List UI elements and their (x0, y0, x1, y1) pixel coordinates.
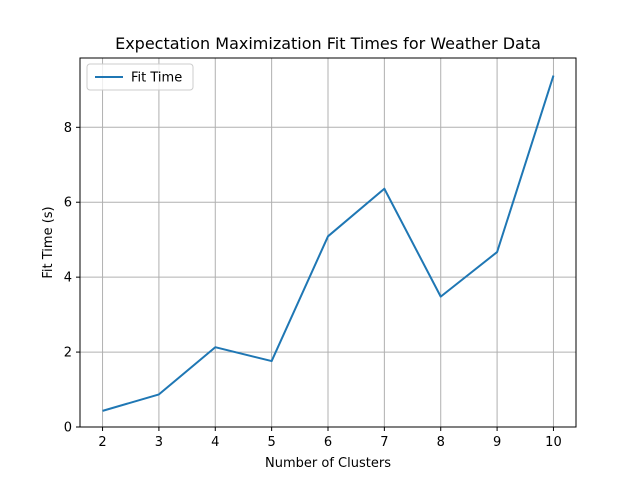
x-tick-label: 4 (211, 435, 219, 450)
x-tick-label: 10 (545, 435, 562, 450)
y-tick-label: 6 (64, 196, 72, 211)
y-axis-label: Fit Time (s) (41, 206, 56, 278)
series-layer (102, 75, 555, 412)
y-tick-label: 2 (64, 346, 72, 361)
y-tick-label: 4 (64, 271, 72, 286)
x-tick-label: 5 (267, 435, 275, 450)
y-tick-label: 0 (64, 421, 72, 436)
x-axis-label: Number of Clusters (265, 456, 391, 471)
x-tick-label: 9 (493, 435, 501, 450)
y-tick-label: 8 (64, 121, 72, 136)
legend: Fit Time (86, 63, 194, 91)
legend-box (86, 63, 194, 91)
x-tick-label: 2 (98, 435, 106, 450)
x-tick-label: 3 (155, 435, 163, 450)
x-tick-label: 7 (380, 435, 388, 450)
legend-label-fit-time: Fit Time (131, 71, 182, 86)
x-tick-label: 8 (437, 435, 445, 450)
x-tick-label: 6 (324, 435, 332, 450)
chart-title: Expectation Maximization Fit Times for W… (115, 34, 541, 53)
ticks: 2 3 4 5 6 7 8 9 10 0 2 4 6 8 (64, 121, 562, 450)
series-line-fit-time (102, 75, 555, 412)
